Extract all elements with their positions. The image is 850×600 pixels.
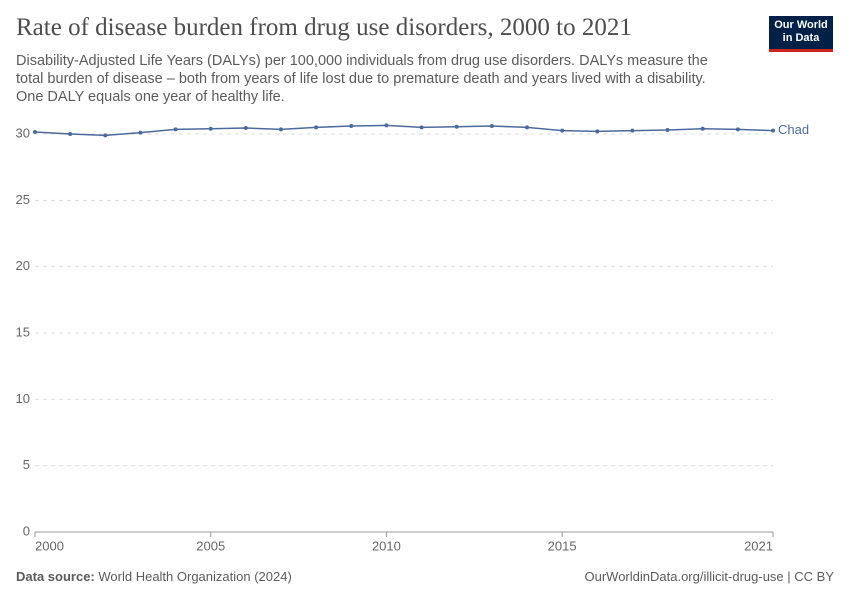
point <box>560 128 565 133</box>
point <box>243 126 248 131</box>
y-tick-label: 20 <box>16 258 30 273</box>
point <box>173 127 178 132</box>
source-text: World Health Organization (2024) <box>98 569 292 584</box>
x-tick-label: 2005 <box>196 538 225 553</box>
y-tick-label: 15 <box>16 324 30 339</box>
point <box>138 130 143 135</box>
point <box>595 129 600 134</box>
point <box>384 123 389 128</box>
point <box>735 127 740 132</box>
point <box>630 128 635 133</box>
point <box>208 126 213 131</box>
source: Data source: World Health Organization (… <box>16 569 292 584</box>
logo-line: in Data <box>782 32 820 44</box>
y-tick-label: 10 <box>16 391 30 406</box>
point <box>489 124 494 129</box>
y-tick-label: 30 <box>16 125 30 140</box>
credit[interactable]: OurWorldinData.org/illicit-drug-use | CC… <box>584 569 835 584</box>
x-tick-label: 2021 <box>744 538 773 553</box>
point <box>349 124 354 129</box>
point <box>279 127 283 132</box>
series-label: Chad <box>778 122 809 137</box>
point <box>700 126 705 131</box>
point <box>68 132 73 136</box>
source-label: Data source: <box>16 569 95 584</box>
point <box>314 125 319 130</box>
point <box>771 128 775 133</box>
logo[interactable]: Our World in Data <box>769 16 833 52</box>
x-tick-label: 2010 <box>372 538 401 553</box>
point <box>665 128 670 133</box>
y-tick-label: 0 <box>23 523 30 538</box>
point <box>103 133 108 138</box>
x-tick-label: 2015 <box>548 538 577 553</box>
y-tick-label: 5 <box>23 457 30 472</box>
chart-subtitle: Disability-Adjusted Life Years (DALYs) p… <box>16 53 708 105</box>
point <box>419 125 424 130</box>
point <box>454 124 459 129</box>
point <box>525 125 529 130</box>
logo-line: Our World <box>774 19 828 31</box>
x-tick-label: 2000 <box>35 538 64 553</box>
point <box>33 130 37 135</box>
y-tick-label: 25 <box>16 192 30 207</box>
series-line <box>34 124 774 137</box>
chart-title: Rate of disease burden from drug use dis… <box>16 14 632 41</box>
